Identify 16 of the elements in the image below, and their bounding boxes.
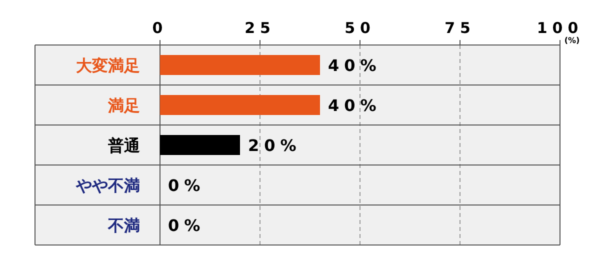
x-tick-label: 0: [152, 19, 168, 37]
y-tick-label: やや不満: [75, 176, 140, 195]
data-label: 20%: [248, 136, 302, 155]
x-tick-label: 100: [536, 19, 584, 37]
y-tick-label: 不満: [107, 216, 140, 235]
y-tick-label: 普通: [107, 136, 141, 155]
y-tick-label: 満足: [107, 96, 140, 115]
y-tick-label: 大変満足: [76, 56, 140, 75]
x-tick-label: 50: [344, 19, 376, 37]
x-axis-title: (%): [564, 36, 580, 45]
x-tick-label: 75: [444, 19, 476, 37]
data-label: 0%: [168, 216, 206, 235]
data-label: 40%: [328, 56, 382, 75]
x-tick-label: 25: [244, 19, 276, 37]
data-label: 0%: [168, 176, 206, 195]
data-label: 40%: [328, 96, 382, 115]
